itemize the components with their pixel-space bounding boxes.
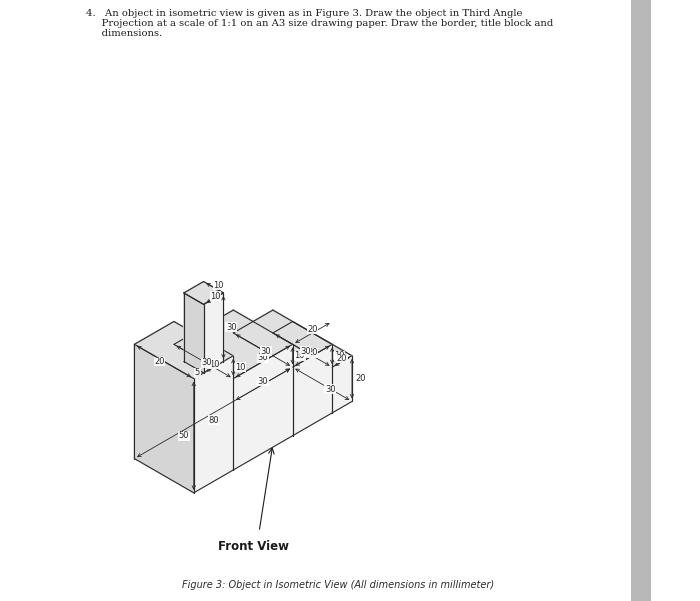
Polygon shape bbox=[204, 293, 223, 373]
Text: 30: 30 bbox=[226, 323, 237, 332]
Text: 20: 20 bbox=[356, 374, 366, 383]
Text: 10: 10 bbox=[213, 281, 223, 290]
Text: Projection at a scale of 1:1 on an A3 size drawing paper. Draw the border, title: Projection at a scale of 1:1 on an A3 si… bbox=[85, 19, 553, 28]
Text: Figure 3: Object in Isometric View (All dimensions in millimeter): Figure 3: Object in Isometric View (All … bbox=[182, 580, 494, 590]
Polygon shape bbox=[184, 293, 204, 373]
Polygon shape bbox=[174, 310, 293, 379]
Text: dimensions.: dimensions. bbox=[85, 29, 162, 38]
Polygon shape bbox=[134, 322, 174, 459]
Text: 10: 10 bbox=[209, 360, 219, 368]
Polygon shape bbox=[293, 344, 332, 436]
Polygon shape bbox=[134, 322, 233, 379]
Text: 30: 30 bbox=[260, 347, 272, 356]
Polygon shape bbox=[194, 356, 233, 493]
Text: 10: 10 bbox=[334, 352, 344, 360]
Text: 20: 20 bbox=[307, 349, 318, 357]
Text: 30: 30 bbox=[300, 347, 311, 356]
Polygon shape bbox=[233, 310, 293, 367]
Text: 80: 80 bbox=[208, 416, 219, 424]
Text: Front View: Front View bbox=[218, 540, 288, 553]
Polygon shape bbox=[184, 281, 204, 362]
Bar bbox=[631, 0, 650, 601]
Polygon shape bbox=[273, 322, 352, 367]
Text: 4.   An object in isometric view is given as in Figure 3. Draw the object in Thi: 4. An object in isometric view is given … bbox=[85, 9, 522, 18]
Polygon shape bbox=[184, 281, 223, 304]
Polygon shape bbox=[293, 322, 352, 401]
Polygon shape bbox=[174, 322, 233, 379]
Text: 30: 30 bbox=[202, 358, 212, 367]
Text: 10: 10 bbox=[295, 352, 305, 360]
Polygon shape bbox=[273, 310, 332, 367]
Text: 10: 10 bbox=[235, 363, 246, 371]
Polygon shape bbox=[233, 310, 332, 367]
Polygon shape bbox=[174, 310, 233, 436]
Text: 30: 30 bbox=[258, 353, 268, 362]
Text: 20: 20 bbox=[337, 354, 347, 363]
Text: 20: 20 bbox=[154, 357, 164, 366]
Polygon shape bbox=[273, 322, 293, 379]
Text: 5: 5 bbox=[195, 368, 200, 377]
Polygon shape bbox=[134, 344, 194, 493]
Text: 30: 30 bbox=[258, 377, 268, 386]
Polygon shape bbox=[233, 344, 293, 470]
Text: 20: 20 bbox=[307, 325, 318, 334]
Text: 50: 50 bbox=[179, 432, 190, 440]
Polygon shape bbox=[233, 310, 273, 401]
Polygon shape bbox=[204, 281, 223, 362]
Text: 10: 10 bbox=[210, 292, 220, 300]
Polygon shape bbox=[332, 356, 352, 413]
Text: 30: 30 bbox=[325, 385, 335, 394]
